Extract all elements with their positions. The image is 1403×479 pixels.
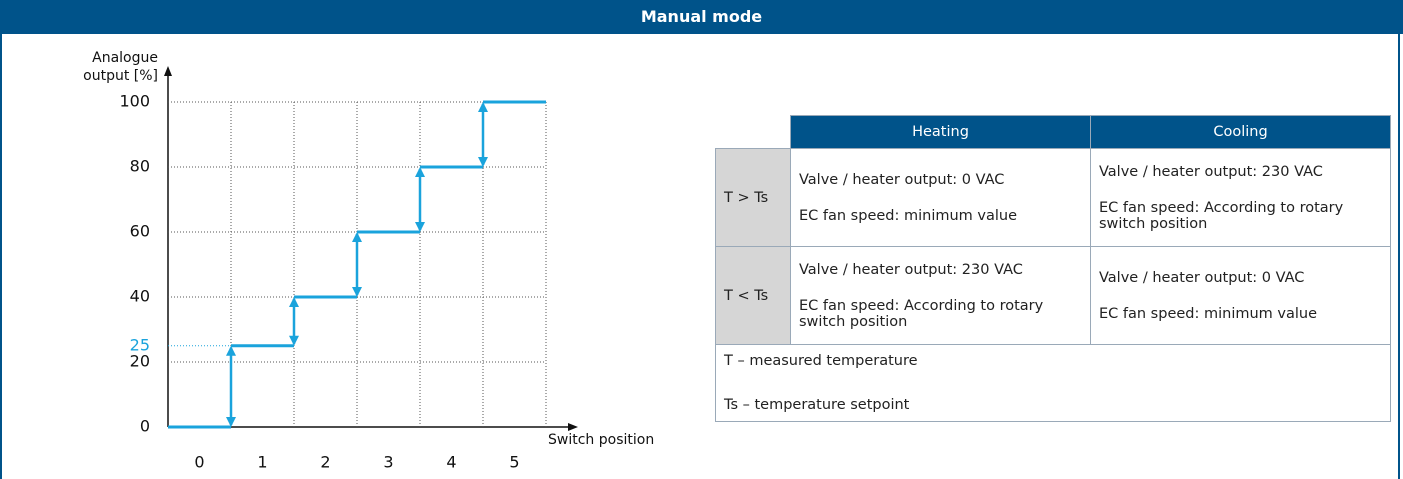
cell-text: EC fan speed: According to rotary switch… (799, 297, 1044, 330)
header-row: Heating Cooling (715, 115, 1391, 149)
y-axis-label: output [%] (83, 68, 158, 84)
x-axis-arrow (568, 423, 578, 431)
header-title: Manual mode (0, 0, 1403, 34)
table-row: T > Ts Valve / heater output: 0 VAC EC fan… (715, 148, 1391, 247)
y-axis-arrow (164, 66, 172, 76)
y-axis-label: Analogue (92, 50, 158, 66)
note-text: T – measured temperature (724, 353, 918, 369)
step-arrowhead (478, 102, 488, 112)
x-tick-label: 2 (320, 453, 330, 472)
y-tick-label: 60 (130, 222, 150, 241)
y-tick-label: 80 (130, 157, 150, 176)
x-tick-label: 1 (257, 453, 267, 472)
step-arrowhead (415, 222, 425, 232)
cell: Valve / heater output: 230 VAC EC fan spe… (1090, 148, 1391, 247)
y-tick-label: 0 (140, 417, 150, 436)
cell-text: EC fan speed: According to rotary switch… (1099, 199, 1344, 232)
column-header: Cooling (1090, 115, 1391, 149)
step-arrowhead (226, 417, 236, 427)
x-tick-label: 5 (509, 453, 519, 472)
column-header: Heating (790, 115, 1091, 149)
cell-text: Valve / heater output: 230 VAC (1099, 163, 1323, 180)
step-arrowhead (478, 157, 488, 167)
cell-text: Valve / heater output: 0 VAC (1099, 269, 1305, 286)
cell-text: EC fan speed: minimum value (1099, 305, 1318, 322)
step-arrowhead (415, 167, 425, 177)
step-arrowhead (289, 335, 299, 346)
step-arrowhead (352, 287, 362, 297)
cell-text: Valve / heater output: 0 VAC (799, 171, 1005, 188)
step-arrowhead (289, 297, 299, 307)
row-label: T < Ts (715, 246, 791, 345)
cell-text: EC fan speed: minimum value (799, 207, 1018, 224)
cell: Valve / heater output: 230 VAC EC fan spe… (790, 246, 1091, 345)
y-tick-label: 40 (130, 287, 150, 306)
x-axis-label: Switch position (548, 432, 654, 448)
notes: T – measured temperature Ts – temperature… (715, 344, 1391, 422)
x-tick-label: 3 (383, 453, 393, 472)
y-tick-label: 20 (130, 352, 150, 371)
notes-row: T – measured temperature Ts – temperature… (715, 344, 1391, 422)
frame (0, 34, 1400, 479)
blank-header (715, 115, 791, 149)
cell: Valve / heater output: 0 VAC EC fan speed… (790, 148, 1091, 247)
x-tick-label: 0 (194, 453, 204, 472)
cell-text: Valve / heater output: 230 VAC (799, 261, 1023, 278)
table: Heating Cooling T > Ts Valve / heater outpu… (715, 115, 1391, 422)
step-arrowhead (226, 345, 236, 356)
note-text: Ts – temperature setpoint (724, 397, 910, 413)
y-tick-label: 100 (119, 92, 150, 111)
cell: Valve / heater output: 0 VAC EC fan speed… (1090, 246, 1391, 345)
step-arrowhead (352, 232, 362, 242)
row-label: T > Ts (715, 148, 791, 247)
x-tick-label: 4 (446, 453, 456, 472)
table-row: T < Ts Valve / heater output: 230 VAC EC f… (715, 246, 1391, 345)
highlight-tick-label: 25 (130, 335, 150, 354)
